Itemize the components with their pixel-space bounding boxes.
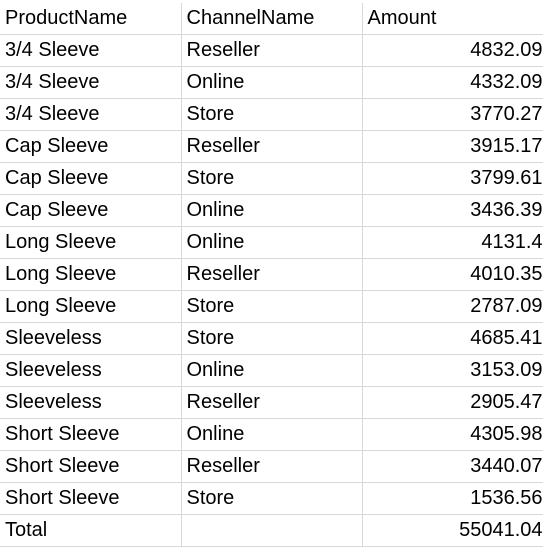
amount-cell[interactable]: 2787.09 bbox=[362, 290, 543, 323]
channel-cell[interactable]: Reseller bbox=[181, 450, 363, 483]
product-cell[interactable]: Long Sleeve bbox=[0, 290, 182, 323]
table-body: ProductName ChannelName Amount 3/4 Sleev… bbox=[0, 3, 543, 547]
table-row: Long Sleeve Online 4131.4 bbox=[0, 226, 543, 259]
product-cell[interactable]: Long Sleeve bbox=[0, 226, 182, 259]
channel-cell[interactable]: Store bbox=[181, 322, 363, 355]
channel-cell[interactable]: Reseller bbox=[181, 258, 363, 291]
channel-cell[interactable]: Online bbox=[181, 354, 363, 387]
table-row: Sleeveless Reseller 2905.47 bbox=[0, 386, 543, 419]
amount-cell[interactable]: 4832.09 bbox=[362, 34, 543, 67]
channel-cell[interactable]: Store bbox=[181, 290, 363, 323]
table-row: Short Sleeve Online 4305.98 bbox=[0, 418, 543, 451]
channel-cell[interactable]: Reseller bbox=[181, 386, 363, 419]
channel-cell[interactable]: Store bbox=[181, 98, 363, 131]
table-row: Cap Sleeve Online 3436.39 bbox=[0, 194, 543, 227]
table-row: Cap Sleeve Store 3799.61 bbox=[0, 162, 543, 195]
total-row: Total 55041.04 bbox=[0, 514, 543, 547]
product-cell[interactable]: Short Sleeve bbox=[0, 450, 182, 483]
amount-cell[interactable]: 4010.35 bbox=[362, 258, 543, 291]
table-row: Cap Sleeve Reseller 3915.17 bbox=[0, 130, 543, 163]
amount-cell[interactable]: 2905.47 bbox=[362, 386, 543, 419]
product-cell[interactable]: Short Sleeve bbox=[0, 482, 182, 515]
channel-cell[interactable]: Online bbox=[181, 226, 363, 259]
table-row: Short Sleeve Reseller 3440.07 bbox=[0, 450, 543, 483]
channel-cell[interactable]: Online bbox=[181, 66, 363, 99]
amount-cell[interactable]: 3799.61 bbox=[362, 162, 543, 195]
product-cell[interactable]: Cap Sleeve bbox=[0, 194, 182, 227]
table-row: 3/4 Sleeve Store 3770.27 bbox=[0, 98, 543, 131]
amount-cell[interactable]: 4332.09 bbox=[362, 66, 543, 99]
header-channel-name[interactable]: ChannelName bbox=[181, 3, 363, 35]
total-amount-cell[interactable]: 55041.04 bbox=[362, 514, 543, 547]
product-cell[interactable]: Long Sleeve bbox=[0, 258, 182, 291]
channel-cell[interactable]: Reseller bbox=[181, 34, 363, 67]
table-row: Short Sleeve Store 1536.56 bbox=[0, 482, 543, 515]
table-row: 3/4 Sleeve Reseller 4832.09 bbox=[0, 34, 543, 67]
product-cell[interactable]: 3/4 Sleeve bbox=[0, 34, 182, 67]
table-row: Sleeveless Online 3153.09 bbox=[0, 354, 543, 387]
product-cell[interactable]: Short Sleeve bbox=[0, 418, 182, 451]
amount-cell[interactable]: 3153.09 bbox=[362, 354, 543, 387]
amount-cell[interactable]: 3436.39 bbox=[362, 194, 543, 227]
product-cell[interactable]: Cap Sleeve bbox=[0, 162, 182, 195]
amount-cell[interactable]: 1536.56 bbox=[362, 482, 543, 515]
data-table: ProductName ChannelName Amount 3/4 Sleev… bbox=[0, 3, 543, 547]
amount-cell[interactable]: 3915.17 bbox=[362, 130, 543, 163]
amount-cell[interactable]: 4131.4 bbox=[362, 226, 543, 259]
table-row: 3/4 Sleeve Online 4332.09 bbox=[0, 66, 543, 99]
product-cell[interactable]: 3/4 Sleeve bbox=[0, 98, 182, 131]
product-cell[interactable]: Sleeveless bbox=[0, 386, 182, 419]
header-product-name[interactable]: ProductName bbox=[0, 3, 182, 35]
channel-cell[interactable]: Online bbox=[181, 418, 363, 451]
channel-cell[interactable]: Online bbox=[181, 194, 363, 227]
total-channel-cell[interactable] bbox=[181, 514, 363, 547]
product-cell[interactable]: 3/4 Sleeve bbox=[0, 66, 182, 99]
header-row: ProductName ChannelName Amount bbox=[0, 3, 543, 35]
table-row: Long Sleeve Reseller 4010.35 bbox=[0, 258, 543, 291]
header-amount[interactable]: Amount bbox=[362, 3, 543, 35]
table-row: Sleeveless Store 4685.41 bbox=[0, 322, 543, 355]
product-cell[interactable]: Sleeveless bbox=[0, 354, 182, 387]
total-label-cell[interactable]: Total bbox=[0, 514, 182, 547]
channel-cell[interactable]: Store bbox=[181, 482, 363, 515]
channel-cell[interactable]: Reseller bbox=[181, 130, 363, 163]
channel-cell[interactable]: Store bbox=[181, 162, 363, 195]
product-cell[interactable]: Cap Sleeve bbox=[0, 130, 182, 163]
amount-cell[interactable]: 3770.27 bbox=[362, 98, 543, 131]
amount-cell[interactable]: 4685.41 bbox=[362, 322, 543, 355]
product-cell[interactable]: Sleeveless bbox=[0, 322, 182, 355]
table-row: Long Sleeve Store 2787.09 bbox=[0, 290, 543, 323]
amount-cell[interactable]: 3440.07 bbox=[362, 450, 543, 483]
amount-cell[interactable]: 4305.98 bbox=[362, 418, 543, 451]
